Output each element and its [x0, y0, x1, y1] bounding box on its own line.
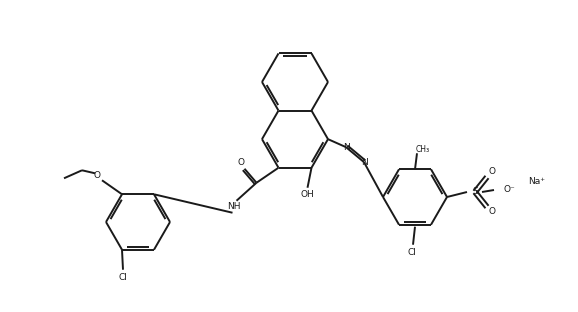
Text: O: O: [488, 168, 495, 177]
Text: Cl: Cl: [407, 248, 416, 257]
Text: CH₃: CH₃: [416, 145, 430, 154]
Text: O: O: [488, 207, 495, 217]
Text: Cl: Cl: [118, 273, 127, 282]
Text: NH: NH: [227, 202, 240, 211]
Text: O: O: [237, 158, 244, 167]
Text: O: O: [94, 171, 101, 180]
Text: S: S: [472, 188, 478, 197]
Text: OH: OH: [301, 190, 314, 199]
Text: N: N: [343, 143, 349, 152]
Text: Na⁺: Na⁺: [528, 178, 546, 187]
Text: O⁻: O⁻: [503, 186, 515, 194]
Text: N: N: [361, 158, 368, 167]
